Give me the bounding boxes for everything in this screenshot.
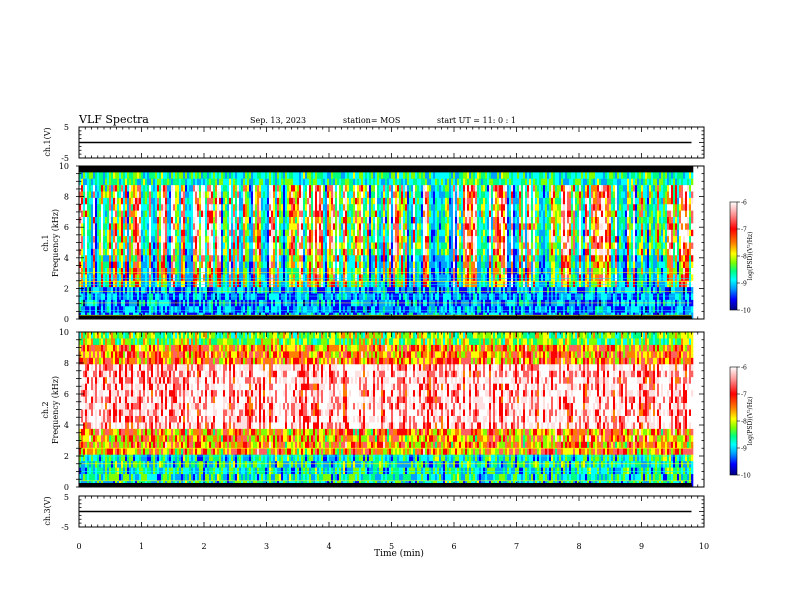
x-tick-label: 2	[201, 542, 206, 551]
ytick-label: 0	[64, 315, 69, 324]
colorbar-tick-label: -6	[741, 200, 747, 207]
colorbar-tick-label: -7	[741, 227, 747, 234]
ch1-spectrogram-yticks: 0 2 4 6 8 10	[59, 162, 69, 324]
start-time-label: start UT = 11: 0 : 1	[437, 116, 516, 125]
ch2-spectrogram-ylabel: ch.2 Frequency (kHz)	[41, 376, 60, 444]
ch2-colorbar-label: log(PSD)(V²/Hz)	[747, 397, 754, 446]
x-tick-label: 0	[76, 542, 81, 551]
ch3-waveform-ytick-top: 5	[64, 493, 69, 502]
ch1-spectrogram-ylabel: ch.1 Frequency (kHz)	[41, 209, 60, 277]
x-tick-label: 3	[264, 542, 269, 551]
ch3-waveform-ylabel: ch.3(V)	[43, 496, 52, 525]
ch1-colorbar-label: log(PSD)(V²/Hz)	[747, 232, 754, 281]
colorbar-tick-label: -10	[741, 308, 751, 315]
ytick-label: 10	[59, 328, 69, 337]
ch1-waveform-ylabel: ch.1(V)	[43, 127, 52, 156]
colorbar-tick-label: -8	[741, 254, 747, 261]
ch1-colorbar: -6 -7 -8 -9 -10 log(PSD)(V²/Hz)	[729, 200, 754, 315]
colorbar-tick-label: -7	[741, 392, 747, 399]
ch3-waveform-ytick-bottom: -5	[61, 523, 69, 532]
x-tick-label: 10	[699, 542, 709, 551]
ytick-label: 8	[64, 193, 69, 202]
x-tick-label: 8	[576, 542, 581, 551]
axis-ticks	[76, 126, 705, 528]
station-label: station= MOS	[343, 116, 400, 125]
ch2-spectrogram-image	[79, 332, 694, 488]
colorbar-tick-label: -8	[741, 419, 747, 426]
date-label: Sep. 13, 2023	[250, 116, 306, 125]
colorbar-tick-label: -9	[741, 281, 747, 288]
ytick-label: 2	[64, 452, 69, 461]
x-tick-label: 9	[639, 542, 644, 551]
x-tick-labels: 0 1 2 3 4 5 6 7 8 9 10	[76, 542, 709, 551]
ch2-colorbar: -6 -7 -8 -9 -10 log(PSD)(V²/Hz)	[729, 365, 754, 480]
ytick-label: 8	[64, 359, 69, 368]
ytick-label: 6	[64, 390, 69, 399]
ch2-spectrogram-yticks: 0 2 4 6 8 10	[59, 328, 69, 492]
figure-title: VLF Spectra	[78, 113, 149, 126]
x-axis-label: Time (min)	[374, 548, 424, 559]
colorbar-tick-label: -6	[741, 365, 747, 372]
ytick-label: 6	[64, 223, 69, 232]
ytick-label: 4	[64, 254, 69, 263]
ytick-label: 4	[64, 421, 69, 430]
ch1-spectrogram-image	[79, 166, 694, 320]
x-tick-label: 5	[389, 542, 394, 551]
ytick-label: 10	[59, 162, 69, 171]
colorbar-tick-label: -10	[741, 473, 751, 480]
x-tick-label: 7	[514, 542, 519, 551]
ytick-label: 2	[64, 284, 69, 293]
ch1-waveform-ytick-bottom: -5	[61, 154, 69, 163]
colorbar-tick-label: -9	[741, 446, 747, 453]
x-tick-label: 6	[451, 542, 456, 551]
x-tick-label: 1	[139, 542, 144, 551]
ytick-label: 0	[64, 483, 69, 492]
x-tick-label: 4	[326, 542, 331, 551]
ch1-waveform-ytick-top: 5	[64, 123, 69, 132]
